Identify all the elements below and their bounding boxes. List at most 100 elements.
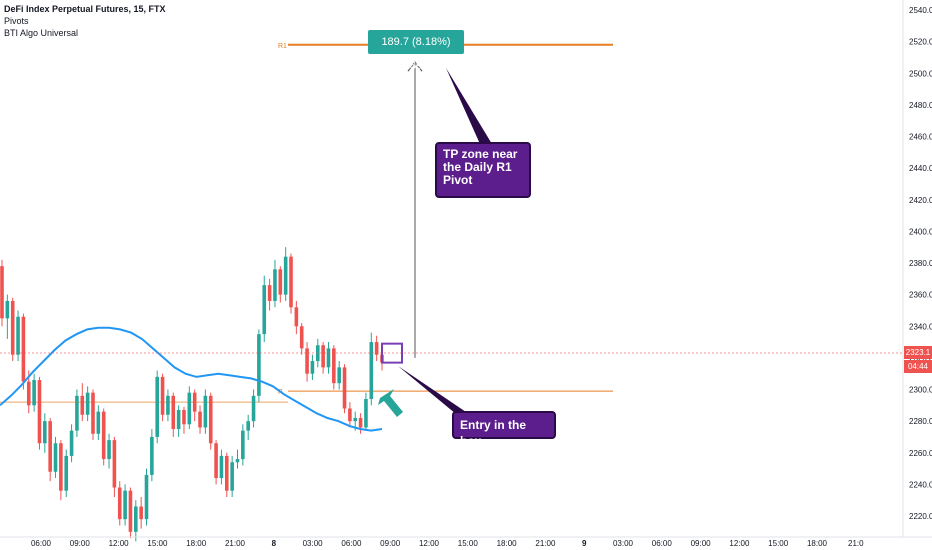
candle-body xyxy=(123,490,127,520)
candle-body xyxy=(64,455,69,491)
candle-body xyxy=(310,361,315,374)
candle-body xyxy=(176,410,181,430)
candle-body xyxy=(150,436,154,475)
x-tick-label: 21:00 xyxy=(535,539,556,548)
x-tick-label: 12:00 xyxy=(109,539,130,548)
pivot-r1-label: R1 xyxy=(278,43,287,50)
candle-body xyxy=(75,395,79,431)
candle-body xyxy=(267,285,272,301)
y-tick-label: 2460.0 xyxy=(909,133,932,142)
countdown-tag: 04:44 xyxy=(904,360,932,373)
candle-body xyxy=(348,408,352,422)
candle-body xyxy=(358,417,363,428)
x-tick-label: 15:00 xyxy=(768,539,789,548)
candle-body xyxy=(0,266,4,319)
indicator-pivots[interactable]: Pivots xyxy=(4,16,29,26)
candle-body xyxy=(337,367,341,384)
y-tick-label: 2500.0 xyxy=(909,69,932,78)
measure-arrow-head xyxy=(407,61,423,72)
candle-body xyxy=(96,411,101,434)
candle-body xyxy=(37,380,42,444)
x-tick-label: 03:00 xyxy=(613,539,634,548)
y-tick-label: 2280.0 xyxy=(909,417,932,426)
current-price-tag: 2323.1 xyxy=(904,346,932,359)
candle-body xyxy=(112,440,117,488)
candle-body xyxy=(117,487,122,520)
candle-body xyxy=(171,395,176,430)
candle-body xyxy=(326,348,331,368)
candle-body xyxy=(332,348,336,384)
y-tick-label: 2260.0 xyxy=(909,449,932,458)
indicator-bti-algo[interactable]: BTI Algo Universal xyxy=(4,28,79,38)
candle-body xyxy=(160,376,165,415)
candle-body xyxy=(128,490,133,532)
candle-body xyxy=(91,392,95,434)
x-tick-label: 15:00 xyxy=(147,539,168,548)
candle-body xyxy=(139,506,143,520)
x-tick-label: 21:00 xyxy=(225,539,246,548)
buy-signal-arrow-icon xyxy=(378,389,403,417)
candle-body xyxy=(321,345,325,368)
y-tick-label: 2480.0 xyxy=(909,101,932,110)
candle-body xyxy=(187,392,192,425)
x-tick-label: 06:00 xyxy=(652,539,673,548)
y-tick-label: 2300.0 xyxy=(909,386,932,395)
candle-body xyxy=(353,417,358,422)
y-tick-label: 2520.0 xyxy=(909,38,932,47)
candle-body xyxy=(262,285,267,335)
candlestick-series xyxy=(0,247,384,542)
x-tick-label: 15:00 xyxy=(458,539,479,548)
entry-callout[interactable]: Entry in the box xyxy=(452,411,556,448)
tp-zone-callout[interactable]: TP zone near the Daily R1 Pivot xyxy=(435,142,531,198)
x-tick-label: 8 xyxy=(272,539,277,548)
candle-body xyxy=(144,474,149,520)
candle-body xyxy=(10,300,15,355)
candle-body xyxy=(342,367,347,409)
x-tick-label: 18:00 xyxy=(186,539,207,548)
candle-body xyxy=(85,392,90,415)
measure-tool[interactable] xyxy=(407,61,423,358)
candle-body xyxy=(246,421,250,431)
buy-arrow-shape xyxy=(378,389,403,417)
candle-body xyxy=(283,256,288,295)
candle-body xyxy=(251,395,256,422)
x-tick-label: 03:00 xyxy=(303,539,324,548)
tp-callout-pointer xyxy=(446,68,492,144)
y-tick-label: 2360.0 xyxy=(909,291,932,300)
candle-body xyxy=(59,443,63,491)
candle-body xyxy=(369,342,374,399)
x-tick-label: 18:00 xyxy=(497,539,518,548)
x-tick-label: 9 xyxy=(582,539,587,548)
moving-average-line xyxy=(0,326,383,432)
price-axis[interactable]: 2540.0 2520.0 2500.0 2480.0 2460.0 2440.0 2420… xyxy=(909,6,932,521)
y-tick-label: 2340.0 xyxy=(909,322,932,331)
candle-body xyxy=(364,398,368,428)
candle-body xyxy=(26,381,31,406)
time-axis[interactable]: 06:00 09:00 12:00 15:00 18:00 21:00 8 03:00 06:0… xyxy=(31,539,864,548)
y-tick-label: 2540.0 xyxy=(909,6,932,15)
candle-body xyxy=(192,392,197,412)
candle-body xyxy=(48,421,52,472)
candle-body xyxy=(278,269,283,295)
candle-body xyxy=(5,300,10,319)
y-tick-label: 2420.0 xyxy=(909,196,932,205)
candle-body xyxy=(273,269,277,301)
x-tick-label: 06:00 xyxy=(341,539,362,548)
y-tick-label: 2380.0 xyxy=(909,259,932,268)
candle-body xyxy=(43,421,47,444)
candle-body xyxy=(305,348,309,374)
entry-box[interactable] xyxy=(381,342,403,364)
candle-body xyxy=(203,395,208,428)
candle-body xyxy=(101,411,106,460)
candle-body xyxy=(166,395,170,415)
measure-label[interactable]: 189.7 (8.18%) 1897 xyxy=(368,30,464,72)
symbol-title[interactable]: DeFi Index Perpetual Futures, 15, FTX xyxy=(4,4,166,14)
candle-body xyxy=(155,376,160,437)
x-tick-label: 21:0 xyxy=(848,539,864,548)
x-tick-label: 06:00 xyxy=(31,539,52,548)
chart-legend: DeFi Index Perpetual Futures, 15, FTX Pi… xyxy=(4,3,166,39)
y-tick-label: 2400.0 xyxy=(909,227,932,236)
candle-body xyxy=(16,316,20,355)
x-tick-label: 12:00 xyxy=(419,539,440,548)
